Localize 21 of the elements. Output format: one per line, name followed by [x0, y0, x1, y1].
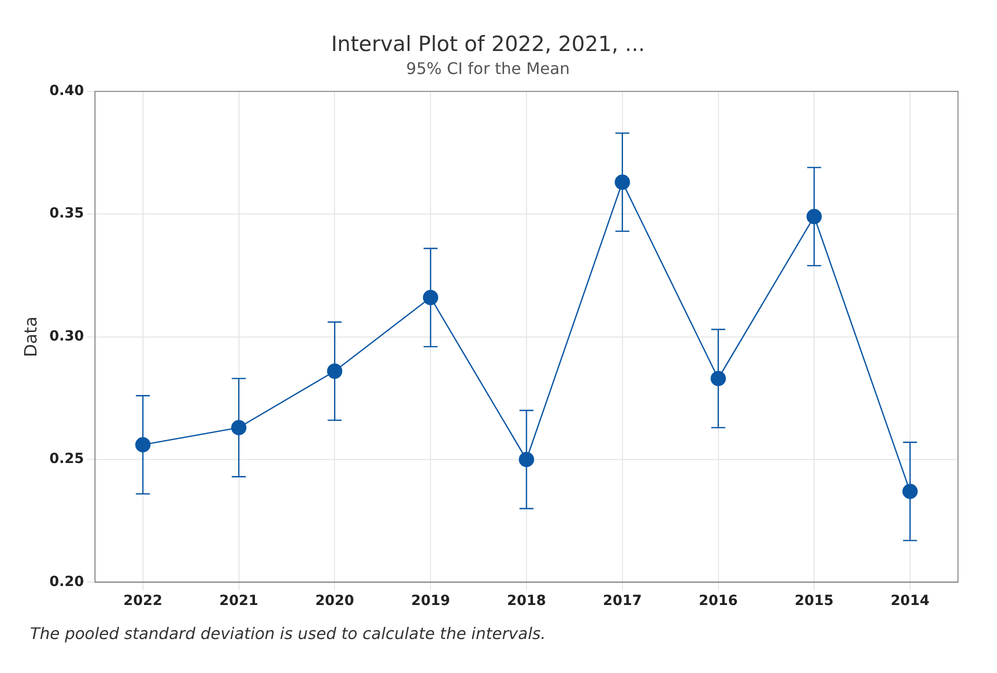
text: The pooled standard deviation is used to calculate the intervals. [30, 624, 547, 643]
x-tick-label: 2016 [698, 593, 738, 610]
x-tick-label: 2020 [315, 593, 354, 610]
point [422, 290, 438, 306]
y-tick-label: 0.20 [49, 574, 84, 590]
x-tick-label: 2015 [794, 593, 834, 610]
x-tick-label: 2018 [506, 593, 546, 610]
point [518, 452, 534, 468]
chart-title: Interval Plot of 2022, 2021, ... [331, 32, 645, 56]
x-tick-label: 2022 [123, 593, 162, 610]
y-axis-title: Data [22, 316, 42, 358]
point [902, 484, 918, 500]
x-tick-label: 2017 [602, 593, 642, 610]
chart-subtitle: 95% CI for the Mean [406, 58, 570, 78]
y-tick-label: 0.30 [49, 328, 84, 344]
x-tick-label: 2014 [890, 593, 930, 610]
y-tick-label: 0.25 [49, 451, 84, 468]
x-tick-label: 2021 [219, 593, 258, 610]
y-tick-label: 0.40 [49, 83, 84, 100]
y-tick-label: 0.35 [49, 206, 84, 222]
x-tick-label: 2019 [411, 593, 450, 610]
